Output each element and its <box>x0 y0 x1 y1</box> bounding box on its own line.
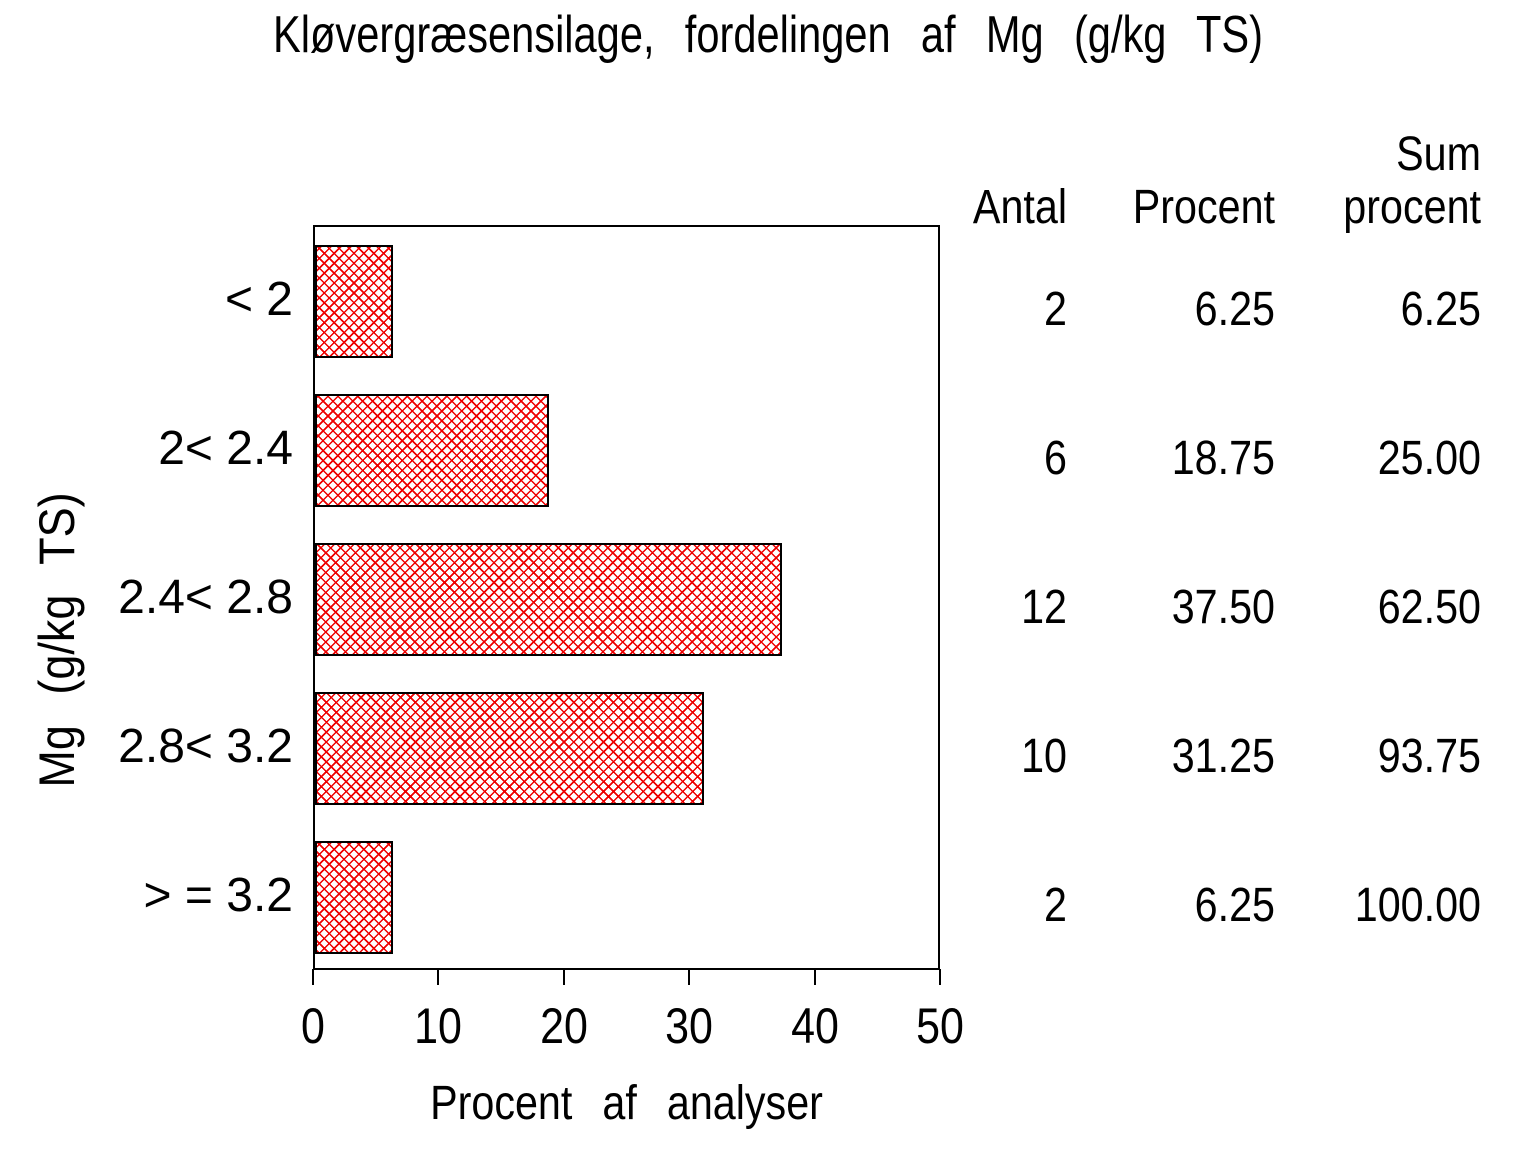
procent-value: 18.75 <box>1171 431 1275 485</box>
x-tick-label: 30 <box>665 998 713 1054</box>
sum-procent-value: 93.75 <box>1377 729 1481 783</box>
chart-title: Kløvergræsensilage, fordelingen af Mg (g… <box>273 6 1263 64</box>
sum-procent-value: 6.25 <box>1400 282 1481 336</box>
bar-segment <box>315 245 393 358</box>
sum-procent-value: 25.00 <box>1377 431 1481 485</box>
sum-procent-value: 100.00 <box>1354 878 1481 932</box>
antal-value: 10 <box>1021 729 1067 783</box>
table-header-antal: Antal <box>972 181 1067 234</box>
category-label: > = 3.2 <box>143 868 293 922</box>
x-tick-label: 0 <box>301 998 325 1054</box>
x-axis-tick <box>312 969 314 985</box>
table-header-sum-line2: procent <box>1343 181 1481 234</box>
category-label: 2.8< 3.2 <box>118 719 293 773</box>
procent-value: 6.25 <box>1194 282 1275 336</box>
bar-segment <box>315 841 393 954</box>
table-header-sum-line1: Sum <box>1396 128 1481 181</box>
antal-value: 2 <box>1044 282 1067 336</box>
x-tick-label: 50 <box>916 998 964 1054</box>
antal-value: 2 <box>1044 878 1067 932</box>
x-axis-label: Procent af analyser <box>430 1077 823 1130</box>
x-axis-tick <box>563 969 565 985</box>
antal-value: 6 <box>1044 431 1067 485</box>
plot-area <box>313 225 940 970</box>
x-axis-tick <box>939 969 941 985</box>
x-tick-label: 20 <box>540 998 588 1054</box>
procent-value: 6.25 <box>1194 878 1275 932</box>
bar-segment <box>315 692 704 805</box>
procent-value: 37.50 <box>1171 580 1275 634</box>
category-label: < 2 <box>224 272 293 326</box>
x-axis-tick <box>688 969 690 985</box>
category-label: 2< 2.4 <box>158 421 293 475</box>
category-label: 2.4< 2.8 <box>118 570 293 624</box>
bar-segment <box>315 394 549 507</box>
x-axis-tick <box>814 969 816 985</box>
x-axis-tick <box>437 969 439 985</box>
bar-segment <box>315 543 782 656</box>
antal-value: 12 <box>1021 580 1067 634</box>
table-header-procent: Procent <box>1132 181 1275 234</box>
x-tick-label: 40 <box>791 998 839 1054</box>
sum-procent-value: 62.50 <box>1377 580 1481 634</box>
procent-value: 31.25 <box>1171 729 1275 783</box>
x-tick-label: 10 <box>414 998 462 1054</box>
